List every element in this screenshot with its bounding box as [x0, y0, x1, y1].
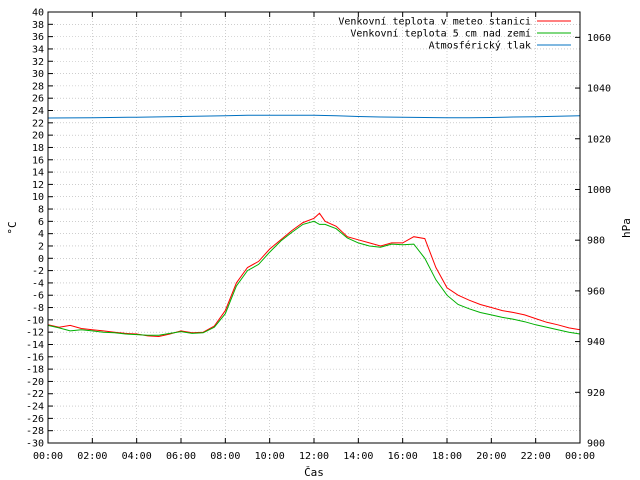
y-tick-label-left: 14 — [32, 168, 44, 179]
y-tick-label-left: 0 — [38, 254, 44, 265]
series-line-2 — [47, 114, 581, 119]
y-tick-label-left: 6 — [38, 217, 44, 228]
x-tick-label: 22:00 — [521, 451, 551, 462]
y-tick-label-left: 8 — [38, 205, 44, 216]
y-tick-label-right: 980 — [587, 236, 605, 247]
y-tick-label-left: -12 — [26, 328, 44, 339]
y-tick-label-left: -2 — [32, 266, 44, 277]
y-tick-label-left: 32 — [32, 57, 44, 68]
x-tick-label: 00:00 — [565, 451, 595, 462]
y-tick-label-left: 10 — [32, 192, 44, 203]
y-tick-label-left: 26 — [32, 94, 44, 105]
x-tick-label: 02:00 — [77, 451, 107, 462]
x-tick-label: 20:00 — [476, 451, 506, 462]
y-tick-label-left: -28 — [26, 426, 44, 437]
y-tick-label-left: -22 — [26, 389, 44, 400]
x-tick-label: 08:00 — [210, 451, 240, 462]
series-lines — [47, 114, 581, 338]
x-tick-label: 16:00 — [388, 451, 418, 462]
y-tick-label-right: 940 — [587, 337, 605, 348]
y-tick-label-left: -8 — [32, 303, 44, 314]
y-tick-label-right: 1040 — [587, 84, 611, 95]
y-tick-label-left: 30 — [32, 69, 44, 80]
y-tick-label-right: 900 — [587, 439, 605, 450]
y-tick-label-left: -20 — [26, 377, 44, 388]
y-axis-label-right: hPa — [620, 218, 633, 238]
y-tick-label-left: 40 — [32, 8, 44, 19]
legend: Venkovní teplota v meteo staniciVenkovní… — [338, 16, 571, 52]
legend-label: Venkovní teplota v meteo stanici — [338, 16, 531, 28]
y-tick-label-right: 1000 — [587, 185, 611, 196]
y-tick-label-left: -26 — [26, 414, 44, 425]
y-tick-label-left: -30 — [26, 439, 44, 450]
y-tick-label-left: -14 — [26, 340, 44, 351]
series-line-1 — [47, 220, 581, 336]
x-tick-label: 06:00 — [166, 451, 196, 462]
x-tick-label: 00:00 — [33, 451, 63, 462]
y-tick-label-left: 20 — [32, 131, 44, 142]
y-tick-label-left: 16 — [32, 155, 44, 166]
x-tick-label: 12:00 — [299, 451, 329, 462]
y-tick-label-right: 1020 — [587, 134, 611, 145]
y-tick-label-left: -10 — [26, 315, 44, 326]
y-tick-label-left: -4 — [32, 278, 44, 289]
y-tick-label-left: -16 — [26, 352, 44, 363]
y-tick-label-left: 12 — [32, 180, 44, 191]
y-tick-label-left: -6 — [32, 291, 44, 302]
legend-label: Atmosférický tlak — [429, 40, 531, 52]
y-tick-label-left: 2 — [38, 241, 44, 252]
grid-lines — [48, 12, 580, 443]
x-tick-label: 04:00 — [122, 451, 152, 462]
y-tick-label-left: 24 — [32, 106, 44, 117]
legend-label: Venkovní teplota 5 cm nad zemí — [350, 28, 531, 40]
y-tick-label-left: 22 — [32, 118, 44, 129]
y-tick-label-left: 4 — [38, 229, 44, 240]
y-tick-label-right: 960 — [587, 286, 605, 297]
y-axis-left: -30-28-26-24-22-20-18-16-14-12-10-8-6-4-… — [26, 8, 53, 450]
y-tick-label-left: 18 — [32, 143, 44, 154]
y-tick-label-left: -24 — [26, 402, 44, 413]
x-tick-label: 14:00 — [343, 451, 373, 462]
x-axis: 00:00 02:00 04:00 06:00 08:00 10:00 12:00 14:00… — [33, 12, 595, 462]
y-tick-label-left: 36 — [32, 32, 44, 43]
y-axis-label-left: °C — [6, 221, 19, 234]
y-tick-label-right: 1060 — [587, 33, 611, 44]
y-tick-label-left: 38 — [32, 20, 44, 31]
y-tick-label-left: 28 — [32, 81, 44, 92]
x-tick-label: 10:00 — [255, 451, 285, 462]
y-axis-right: 900 920 940 960 980 1000 1020 1040 1060 — [575, 33, 611, 450]
x-tick-label: 18:00 — [432, 451, 462, 462]
x-axis-label: Čas — [304, 466, 324, 479]
y-tick-label-left: -18 — [26, 365, 44, 376]
y-tick-label-right: 920 — [587, 388, 605, 399]
y-tick-label-left: 34 — [32, 44, 44, 55]
